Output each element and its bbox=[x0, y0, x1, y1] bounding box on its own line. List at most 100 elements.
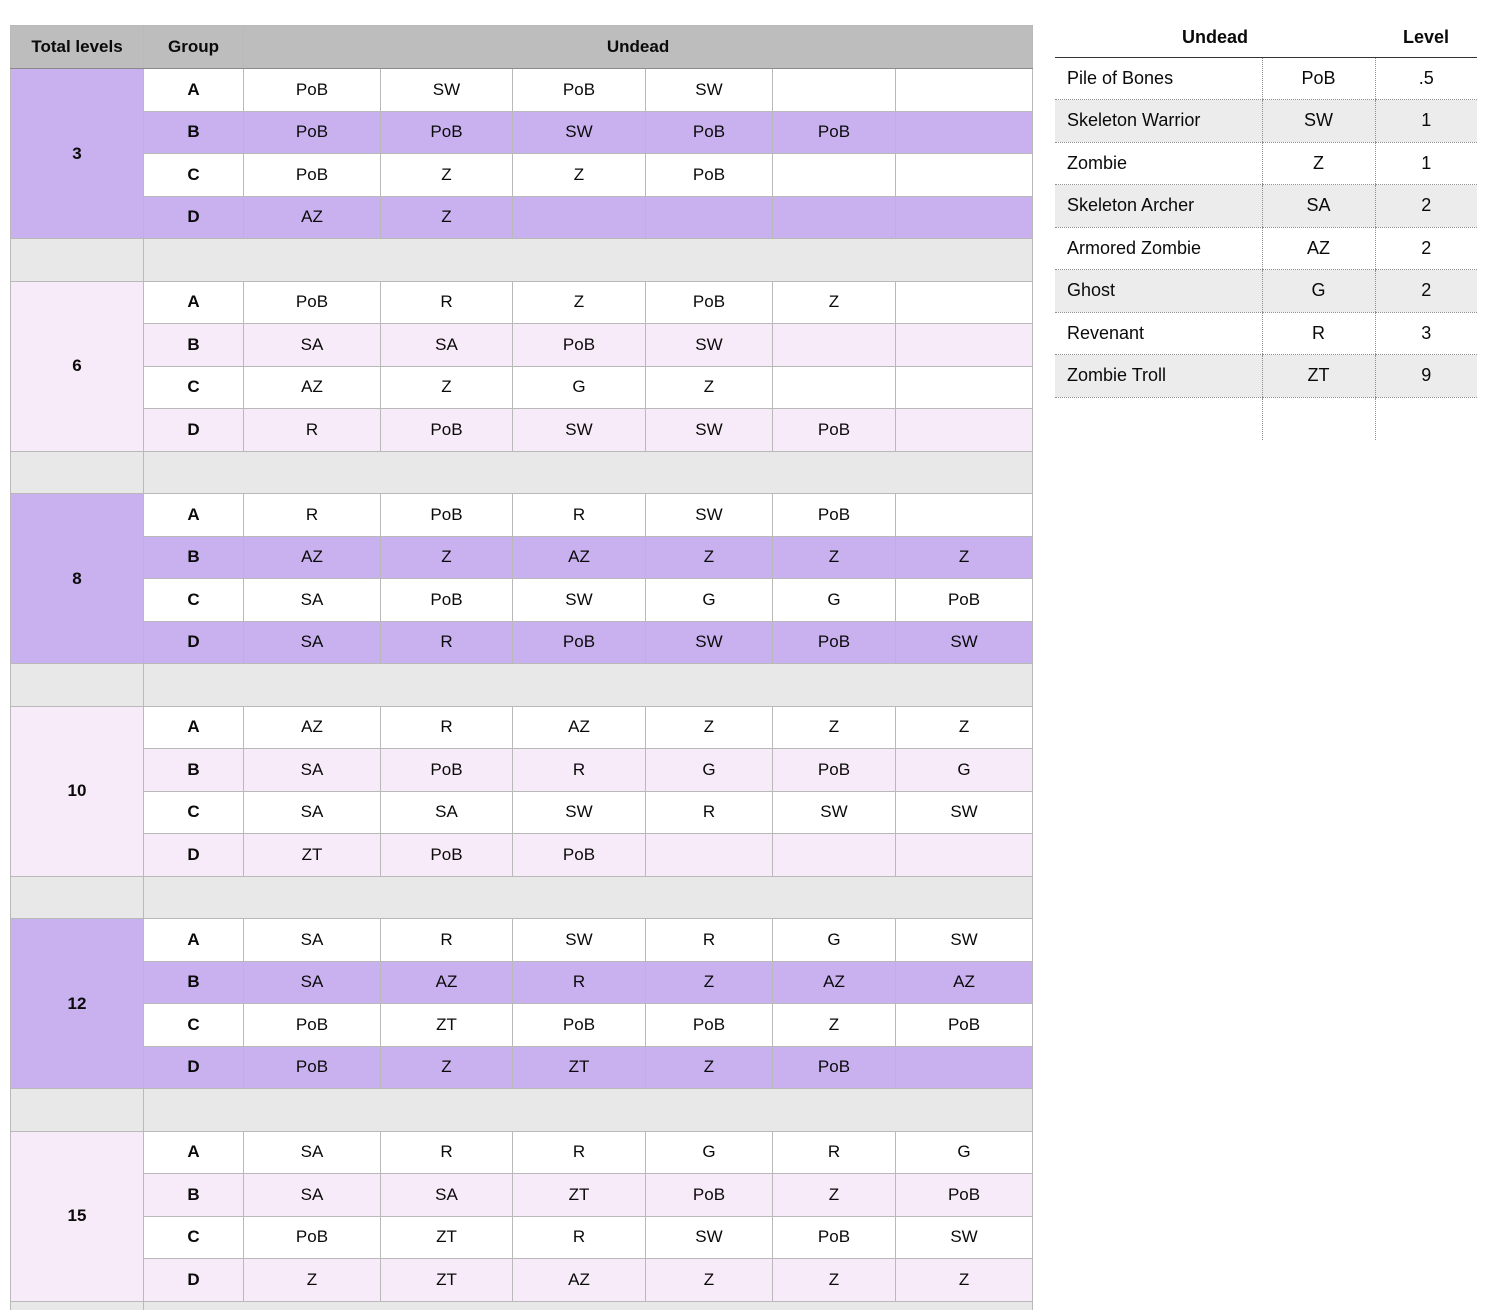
group-cell[interactable]: B bbox=[143, 960, 244, 1004]
group-cell[interactable]: A bbox=[143, 68, 244, 112]
undead-cell[interactable]: G bbox=[645, 748, 773, 792]
total-levels-header[interactable]: Total levels bbox=[10, 25, 144, 69]
undead-cell[interactable]: Z bbox=[645, 1045, 773, 1089]
undead-cell[interactable]: AZ bbox=[243, 195, 381, 239]
group-cell[interactable]: D bbox=[143, 408, 244, 452]
group-cell[interactable]: D bbox=[143, 195, 244, 239]
undead-cell[interactable]: SW bbox=[645, 68, 773, 112]
undead-cell[interactable]: SA bbox=[243, 578, 381, 622]
group-cell[interactable]: C bbox=[143, 1003, 244, 1047]
group-cell[interactable]: D bbox=[143, 1045, 244, 1089]
total-levels-cell[interactable]: 8 bbox=[10, 493, 144, 664]
total-levels-cell[interactable]: 15 bbox=[10, 1130, 144, 1302]
undead-cell[interactable]: R bbox=[243, 493, 381, 537]
undead-cell[interactable]: PoB bbox=[894, 578, 1034, 622]
undead-cell[interactable]: PoB bbox=[645, 1173, 773, 1217]
undead-cell[interactable]: Z bbox=[645, 365, 773, 409]
undead-cell[interactable]: SW bbox=[512, 408, 646, 452]
total-levels-cell[interactable]: 12 bbox=[10, 918, 144, 1089]
undead-cell[interactable]: PoB bbox=[243, 68, 381, 112]
undead-cell[interactable]: ZT bbox=[243, 833, 381, 877]
undead-cell[interactable]: R bbox=[380, 918, 513, 962]
undead-cell[interactable]: R bbox=[380, 1130, 513, 1174]
undead-cell[interactable] bbox=[894, 493, 1034, 537]
legend-abbr-cell[interactable]: SA bbox=[1261, 184, 1376, 228]
group-cell[interactable]: D bbox=[143, 620, 244, 664]
group-cell[interactable]: A bbox=[143, 918, 244, 962]
undead-cell[interactable]: PoB bbox=[894, 1173, 1034, 1217]
undead-cell[interactable]: Z bbox=[380, 365, 513, 409]
undead-cell[interactable]: SW bbox=[894, 918, 1034, 962]
undead-cell[interactable]: Z bbox=[645, 535, 773, 579]
legend-name-cell[interactable]: Armored Zombie bbox=[1055, 227, 1262, 270]
undead-cell[interactable]: PoB bbox=[512, 68, 646, 112]
undead-cell[interactable]: SW bbox=[645, 408, 773, 452]
undead-cell[interactable]: PoB bbox=[772, 1045, 896, 1089]
total-levels-cell[interactable]: 6 bbox=[10, 280, 144, 452]
undead-cell[interactable]: PoB bbox=[772, 1215, 896, 1259]
undead-cell[interactable]: R bbox=[380, 280, 513, 324]
undead-cell[interactable]: PoB bbox=[645, 153, 773, 197]
group-cell[interactable]: A bbox=[143, 280, 244, 324]
undead-cell[interactable]: R bbox=[772, 1130, 896, 1174]
undead-cell[interactable]: Z bbox=[380, 535, 513, 579]
legend-abbr-cell[interactable]: ZT bbox=[1261, 354, 1376, 398]
undead-cell[interactable]: SA bbox=[243, 790, 381, 834]
undead-cell[interactable]: ZT bbox=[512, 1173, 646, 1217]
undead-cell[interactable]: SW bbox=[645, 493, 773, 537]
total-levels-cell[interactable]: 10 bbox=[10, 705, 144, 877]
undead-cell[interactable]: G bbox=[772, 578, 896, 622]
legend-abbr-cell[interactable]: SW bbox=[1261, 99, 1376, 143]
legend-level-cell[interactable]: 9 bbox=[1374, 354, 1478, 398]
undead-cell[interactable]: PoB bbox=[512, 323, 646, 367]
legend-level-header[interactable]: Level bbox=[1375, 19, 1478, 58]
undead-cell[interactable]: SA bbox=[243, 1130, 381, 1174]
undead-cell[interactable] bbox=[645, 833, 773, 877]
undead-cell[interactable]: SA bbox=[243, 748, 381, 792]
total-levels-cell[interactable]: 3 bbox=[10, 68, 144, 239]
group-cell[interactable]: B bbox=[143, 748, 244, 792]
undead-cell[interactable]: SW bbox=[645, 323, 773, 367]
legend-name-cell[interactable]: Zombie Troll bbox=[1055, 354, 1262, 398]
legend-name-cell[interactable]: Ghost bbox=[1055, 269, 1262, 313]
undead-cell[interactable]: AZ bbox=[894, 960, 1034, 1004]
undead-cell[interactable]: ZT bbox=[380, 1215, 513, 1259]
legend-name-cell[interactable]: Revenant bbox=[1055, 312, 1262, 355]
legend-name-cell[interactable]: Zombie bbox=[1055, 142, 1262, 185]
undead-cell[interactable]: Z bbox=[512, 153, 646, 197]
undead-cell[interactable]: SW bbox=[645, 1215, 773, 1259]
undead-cell[interactable]: PoB bbox=[772, 493, 896, 537]
group-cell[interactable]: B bbox=[143, 323, 244, 367]
undead-cell[interactable]: Z bbox=[645, 705, 773, 749]
undead-cell[interactable]: R bbox=[380, 705, 513, 749]
group-cell[interactable]: A bbox=[143, 705, 244, 749]
legend-abbr-cell[interactable]: PoB bbox=[1261, 57, 1376, 100]
legend-level-cell[interactable]: 1 bbox=[1374, 99, 1478, 143]
undead-cell[interactable]: SA bbox=[243, 323, 381, 367]
undead-cell[interactable]: SW bbox=[512, 578, 646, 622]
undead-cell[interactable]: Z bbox=[380, 153, 513, 197]
legend-level-cell[interactable]: 1 bbox=[1374, 142, 1478, 185]
undead-cell[interactable] bbox=[512, 195, 646, 239]
undead-cell[interactable] bbox=[772, 323, 896, 367]
undead-cell[interactable]: G bbox=[894, 1130, 1034, 1174]
undead-cell[interactable]: SA bbox=[243, 960, 381, 1004]
undead-cell[interactable]: R bbox=[512, 1130, 646, 1174]
group-cell[interactable]: C bbox=[143, 578, 244, 622]
undead-cell[interactable] bbox=[894, 323, 1034, 367]
undead-cell[interactable]: PoB bbox=[512, 833, 646, 877]
group-cell[interactable]: C bbox=[143, 790, 244, 834]
legend-name-cell[interactable]: Pile of Bones bbox=[1055, 57, 1262, 100]
group-cell[interactable]: D bbox=[143, 833, 244, 877]
undead-cell[interactable]: Z bbox=[772, 1173, 896, 1217]
undead-cell[interactable] bbox=[894, 1045, 1034, 1089]
undead-cell[interactable]: PoB bbox=[380, 578, 513, 622]
undead-cell[interactable]: Z bbox=[894, 535, 1034, 579]
undead-cell[interactable]: SA bbox=[243, 1173, 381, 1217]
undead-cell[interactable]: R bbox=[380, 620, 513, 664]
undead-cell[interactable]: R bbox=[645, 790, 773, 834]
undead-cell[interactable]: Z bbox=[772, 280, 896, 324]
undead-cell[interactable] bbox=[894, 195, 1034, 239]
undead-cell[interactable]: PoB bbox=[243, 1215, 381, 1259]
undead-cell[interactable]: PoB bbox=[380, 493, 513, 537]
